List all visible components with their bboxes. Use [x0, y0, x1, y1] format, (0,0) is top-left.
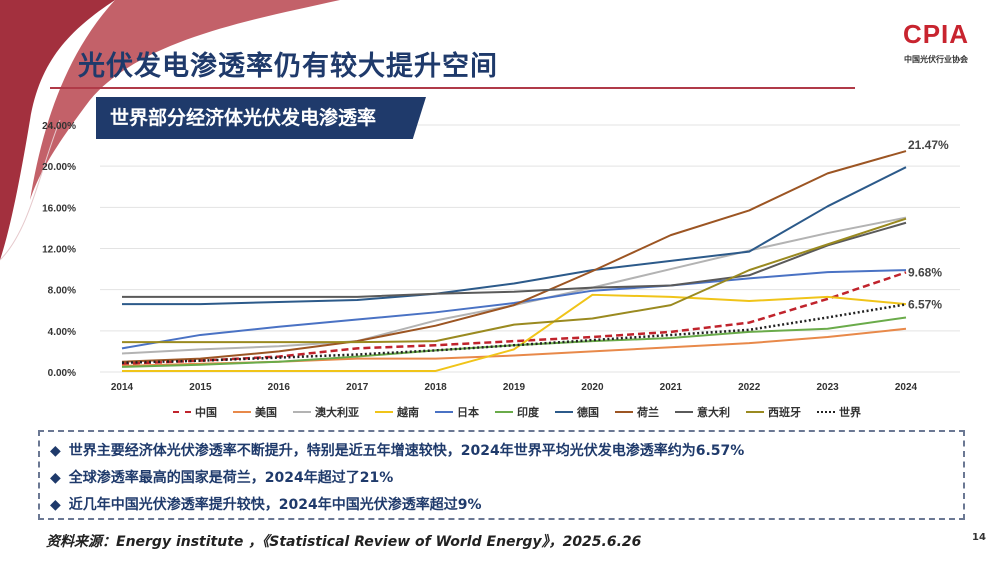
series-line-西班牙 — [122, 217, 907, 344]
legend-item: 日本 — [435, 404, 479, 420]
note-item: ◆ 全球渗透率最高的国家是荷兰，2024年超过了21% — [50, 465, 963, 492]
legend-swatch — [746, 411, 764, 413]
x-tick-label: 2023 — [816, 382, 839, 393]
page-title: 光伏发电渗透率仍有较大提升空间 — [78, 51, 498, 82]
x-tick-label: 2016 — [268, 382, 291, 393]
legend-swatch — [293, 411, 311, 413]
legend-label: 中国 — [195, 406, 217, 419]
y-tick-label: 4.00% — [48, 327, 76, 338]
diamond-bullet-icon: ◆ — [50, 470, 61, 486]
legend-item: 德国 — [555, 404, 599, 420]
logo-org: 中国光伏行业协会 — [904, 55, 968, 64]
x-tick-label: 2017 — [346, 382, 369, 393]
series-line-日本 — [121, 269, 907, 350]
data-label: 21.47% — [908, 138, 949, 152]
legend-swatch — [817, 411, 835, 413]
cpia-logo: CPIA 中国光伏行业协会 — [880, 12, 992, 72]
title-divider — [50, 87, 855, 89]
note-item: ◆ 世界主要经济体光伏渗透率不断提升，特别是近五年增速较快，2024年世界平均光伏… — [50, 438, 963, 465]
y-tick-label: 16.00% — [42, 203, 76, 214]
legend-item: 越南 — [375, 404, 419, 420]
x-tick-label: 2021 — [660, 382, 683, 393]
series-line-荷兰 — [121, 150, 907, 363]
x-tick-label: 2020 — [581, 382, 604, 393]
legend-item: 印度 — [495, 404, 539, 420]
legend-label: 德国 — [577, 406, 599, 419]
data-label: 6.57% — [908, 297, 942, 311]
legend-label: 澳大利亚 — [315, 406, 359, 419]
x-tick-label: 2015 — [189, 382, 212, 393]
y-tick-label: 8.00% — [48, 286, 76, 297]
notes-box: ◆ 世界主要经济体光伏渗透率不断提升，特别是近五年增速较快，2024年世界平均光伏… — [38, 430, 965, 520]
x-tick-label: 2024 — [895, 382, 918, 393]
legend-swatch — [375, 411, 393, 413]
note-item: ◆ 近几年中国光伏渗透率提升较快，2024年中国光伏渗透率超过9% — [50, 492, 963, 519]
series-line-越南 — [122, 293, 907, 372]
y-tick-label: 24.00% — [42, 121, 76, 132]
series-line-世界 — [121, 303, 907, 364]
diamond-bullet-icon: ◆ — [50, 497, 61, 513]
legend-item: 美国 — [233, 404, 277, 420]
legend-label: 荷兰 — [637, 406, 659, 419]
y-tick-label: 12.00% — [42, 245, 76, 256]
legend-label: 印度 — [517, 406, 539, 419]
diamond-bullet-icon: ◆ — [50, 443, 61, 459]
series-line-澳大利亚 — [121, 216, 907, 355]
chart-title: 世界部分经济体光伏发电渗透率 — [96, 97, 426, 139]
note-text: 全球渗透率最高的国家是荷兰，2024年超过了21% — [68, 470, 394, 486]
legend-item: 中国 — [173, 404, 217, 420]
series-line-意大利 — [122, 221, 907, 298]
legend-swatch — [675, 411, 693, 413]
y-tick-label: 20.00% — [42, 162, 76, 173]
series-line-德国 — [122, 166, 907, 306]
legend-label: 日本 — [457, 406, 479, 419]
legend-swatch — [495, 411, 513, 413]
legend-swatch — [173, 411, 191, 413]
x-tick-label: 2018 — [424, 382, 447, 393]
legend-item: 荷兰 — [615, 404, 659, 420]
legend-label: 美国 — [255, 406, 277, 419]
y-tick-label: 0.00% — [48, 368, 76, 379]
legend-swatch — [435, 411, 453, 413]
legend-swatch — [233, 411, 251, 413]
note-text: 世界主要经济体光伏渗透率不断提升，特别是近五年增速较快，2024年世界平均光伏发… — [68, 443, 745, 459]
note-text: 近几年中国光伏渗透率提升较快，2024年中国光伏渗透率超过9% — [68, 497, 482, 513]
x-tick-label: 2014 — [111, 382, 134, 393]
legend-item: 意大利 — [675, 404, 730, 420]
line-chart: 0.00% 4.00% 8.00% 12.00% 16.00% 20.00% 24.00% 2… — [42, 121, 960, 393]
legend-label: 越南 — [397, 406, 419, 419]
legend-label: 意大利 — [697, 406, 730, 419]
legend-item: 澳大利亚 — [293, 404, 359, 420]
logo-text: CPIA — [902, 19, 970, 49]
legend-label: 西班牙 — [768, 406, 801, 419]
data-label: 9.68% — [908, 265, 942, 279]
chart-legend: 中国 美国 澳大利亚 越南 日本 印度 德国 荷兰 意大利 西班牙 世界 — [112, 404, 922, 420]
page-number: 14 — [972, 532, 986, 543]
legend-item: 西班牙 — [746, 404, 801, 420]
x-tick-label: 2022 — [738, 382, 761, 393]
legend-swatch — [555, 411, 573, 413]
source-citation: 资料来源：Energy institute ，《Statistical Revi… — [46, 534, 642, 550]
legend-swatch — [615, 411, 633, 413]
legend-label: 世界 — [839, 406, 861, 419]
x-tick-label: 2019 — [503, 382, 526, 393]
legend-item: 世界 — [817, 404, 861, 420]
corner-decoration — [0, 0, 340, 261]
